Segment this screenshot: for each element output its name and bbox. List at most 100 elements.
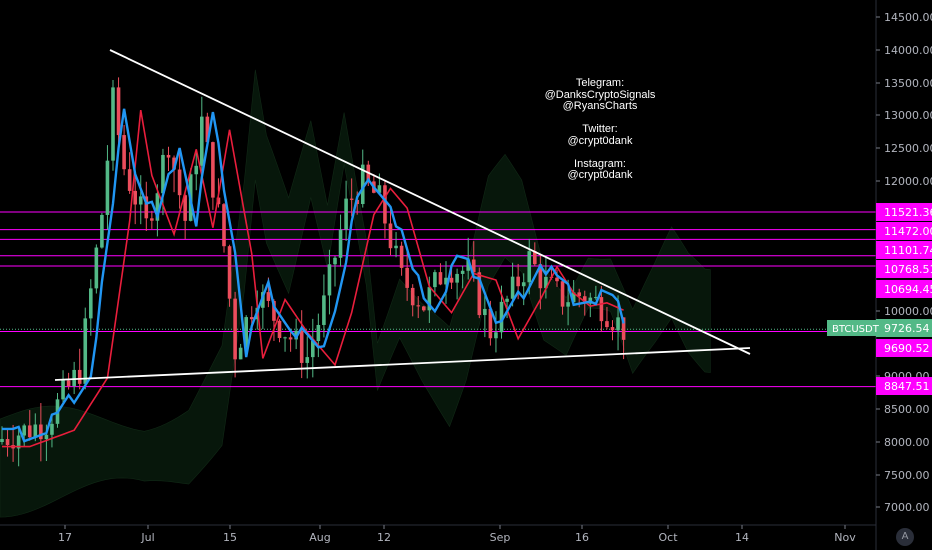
candle-body[interactable] xyxy=(44,434,49,440)
candle-body[interactable] xyxy=(100,214,104,248)
candle-body[interactable] xyxy=(521,282,526,287)
current-price-tag[interactable] xyxy=(876,319,932,337)
candle-body[interactable] xyxy=(471,259,476,273)
candle-body[interactable] xyxy=(16,435,21,449)
level-price-tag[interactable] xyxy=(876,222,932,240)
candle-body[interactable] xyxy=(388,223,393,249)
candle-body[interactable] xyxy=(538,264,543,289)
candle-body[interactable] xyxy=(438,272,443,285)
candle-body[interactable] xyxy=(200,116,204,166)
candle-body[interactable] xyxy=(449,277,454,283)
candle-body[interactable] xyxy=(605,321,609,328)
candle-body[interactable] xyxy=(72,369,76,387)
candle-body[interactable] xyxy=(410,287,415,306)
trendline-lower[interactable] xyxy=(54,347,751,381)
candle-body[interactable] xyxy=(277,320,282,339)
candle-body[interactable] xyxy=(510,276,515,299)
candle-body[interactable] xyxy=(577,292,581,297)
candle-body[interactable] xyxy=(422,306,426,311)
candle-body[interactable] xyxy=(322,295,326,325)
candle-body[interactable] xyxy=(488,308,493,339)
candle-body[interactable] xyxy=(27,425,32,438)
candle-body[interactable] xyxy=(233,298,237,360)
candle-body[interactable] xyxy=(138,196,143,205)
candle-body[interactable] xyxy=(33,424,38,438)
candle-body[interactable] xyxy=(5,439,10,446)
candle-body[interactable] xyxy=(244,317,248,348)
candle-body[interactable] xyxy=(560,281,565,307)
candle-body[interactable] xyxy=(83,318,88,384)
candle-body[interactable] xyxy=(383,185,387,224)
candle-body[interactable] xyxy=(527,251,532,283)
candle-body[interactable] xyxy=(533,251,537,265)
candle-body[interactable] xyxy=(566,302,570,307)
candle-body[interactable] xyxy=(166,154,171,158)
candle-body[interactable] xyxy=(327,264,332,296)
candle-body[interactable] xyxy=(460,270,465,274)
candle-body[interactable] xyxy=(616,317,620,331)
candle-body[interactable] xyxy=(205,116,210,143)
candle-body[interactable] xyxy=(22,425,26,436)
candle-body[interactable] xyxy=(338,229,343,258)
candle-body[interactable] xyxy=(333,257,337,265)
level-price-tag[interactable] xyxy=(876,203,932,221)
candle-body[interactable] xyxy=(427,287,432,311)
candle-body[interactable] xyxy=(360,164,365,205)
candle-body[interactable] xyxy=(111,87,115,161)
candle-body[interactable] xyxy=(161,154,165,194)
candle-body[interactable] xyxy=(305,357,310,363)
candle-body[interactable] xyxy=(183,195,187,221)
candle-body[interactable] xyxy=(133,190,137,205)
level-price-tag[interactable] xyxy=(876,377,932,395)
candle-body[interactable] xyxy=(444,277,448,285)
candle-body[interactable] xyxy=(66,380,71,387)
candle-body[interactable] xyxy=(571,292,576,303)
candle-body[interactable] xyxy=(377,185,382,193)
candle-body[interactable] xyxy=(211,142,215,198)
candle-body[interactable] xyxy=(238,347,243,360)
candle-body[interactable] xyxy=(610,327,615,331)
candle-body[interactable] xyxy=(555,277,559,282)
candle-body[interactable] xyxy=(288,337,293,340)
candle-body[interactable] xyxy=(216,197,221,205)
candle-body[interactable] xyxy=(499,301,504,333)
candle-body[interactable] xyxy=(227,246,232,299)
candle-body[interactable] xyxy=(94,247,99,289)
candle-body[interactable] xyxy=(311,341,315,358)
symbol-badge[interactable] xyxy=(827,320,876,336)
candle-body[interactable] xyxy=(416,305,421,307)
candle-body[interactable] xyxy=(39,424,43,440)
candle-body[interactable] xyxy=(399,245,404,268)
candle-body[interactable] xyxy=(494,332,498,339)
candle-body[interactable] xyxy=(316,324,321,342)
candle-body[interactable] xyxy=(582,296,587,304)
candle-body[interactable] xyxy=(594,297,598,299)
candle-body[interactable] xyxy=(122,135,126,170)
candle-body[interactable] xyxy=(249,317,254,320)
candle-body[interactable] xyxy=(116,87,121,136)
candle-body[interactable] xyxy=(61,380,65,400)
candle-body[interactable] xyxy=(272,300,276,321)
candle-body[interactable] xyxy=(433,272,437,288)
trendline-upper[interactable] xyxy=(109,49,751,355)
candle-body[interactable] xyxy=(50,423,54,435)
candle-body[interactable] xyxy=(150,218,154,221)
candle-body[interactable] xyxy=(105,160,110,215)
candle-body[interactable] xyxy=(127,169,132,191)
candle-body[interactable] xyxy=(89,288,93,319)
candle-body[interactable] xyxy=(544,276,548,289)
candle-body[interactable] xyxy=(621,317,626,340)
candle-body[interactable] xyxy=(155,193,160,221)
level-price-tag[interactable] xyxy=(876,339,932,357)
candle-body[interactable] xyxy=(477,272,482,316)
candle-body[interactable] xyxy=(0,439,4,442)
candle-body[interactable] xyxy=(344,198,348,230)
candle-body[interactable] xyxy=(172,157,176,170)
candle-body[interactable] xyxy=(516,276,520,287)
candle-body[interactable] xyxy=(599,297,604,322)
candle-body[interactable] xyxy=(405,267,409,288)
candle-body[interactable] xyxy=(222,204,226,247)
candle-body[interactable] xyxy=(144,196,149,219)
candle-body[interactable] xyxy=(394,245,398,249)
